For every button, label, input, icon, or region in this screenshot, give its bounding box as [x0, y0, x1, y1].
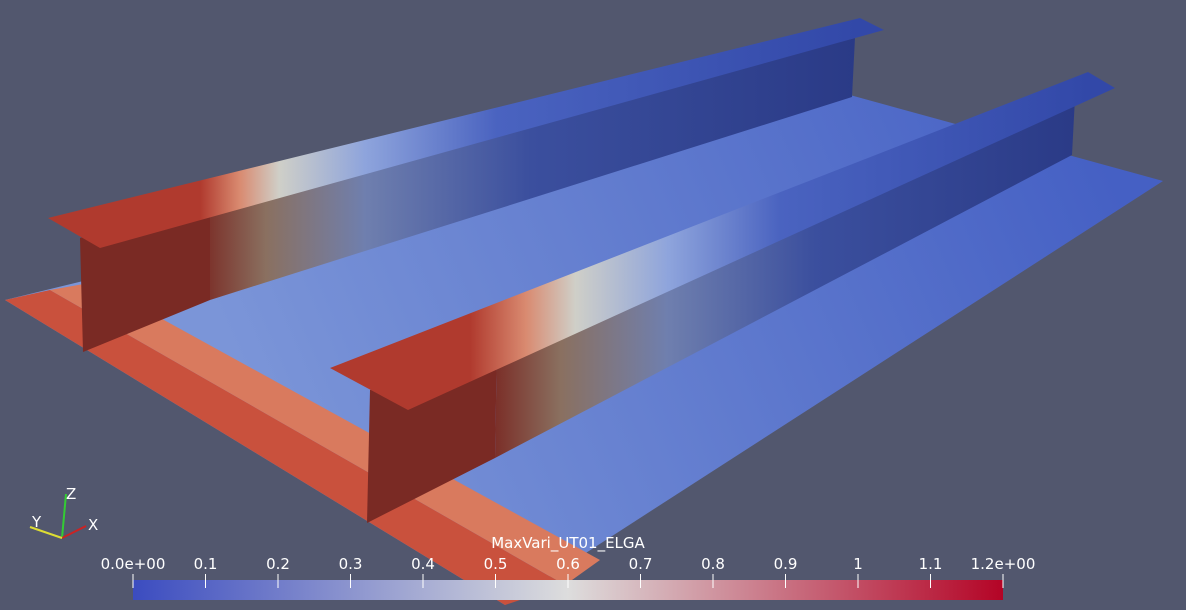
tick-label: 0.4 [411, 555, 435, 573]
axis-label: Z [66, 485, 76, 503]
axis-label: X [88, 516, 98, 534]
girder-web [210, 38, 855, 300]
girder-flange [48, 18, 884, 248]
plate-edge [5, 290, 565, 605]
tick-label: 0.2 [266, 555, 290, 573]
plate-edge-inner [50, 282, 600, 585]
tick-label: 0.1 [194, 555, 218, 573]
tick-label: 0.3 [339, 555, 363, 573]
tick-label: 0.9 [774, 555, 798, 573]
z-axis [61, 493, 67, 539]
colorbar-title: MaxVari_UT01_ELGA [491, 534, 645, 553]
tick-label: 0.5 [484, 555, 508, 573]
x-axis [61, 525, 87, 539]
axes-triad: Z X Y [29, 485, 98, 539]
y-axis [29, 526, 63, 539]
tick-label: 0.0e+00 [101, 555, 166, 573]
tick-label: 1.1 [919, 555, 943, 573]
girder-flange [330, 72, 1115, 410]
girder-web [495, 98, 1075, 458]
axis-label: Y [31, 513, 42, 531]
tick-label: 1 [853, 555, 863, 573]
tick-label: 0.7 [629, 555, 653, 573]
tick-label: 1.2e+00 [971, 555, 1036, 573]
tick-label: 0.8 [701, 555, 725, 573]
tick-label: 0.6 [556, 555, 580, 573]
